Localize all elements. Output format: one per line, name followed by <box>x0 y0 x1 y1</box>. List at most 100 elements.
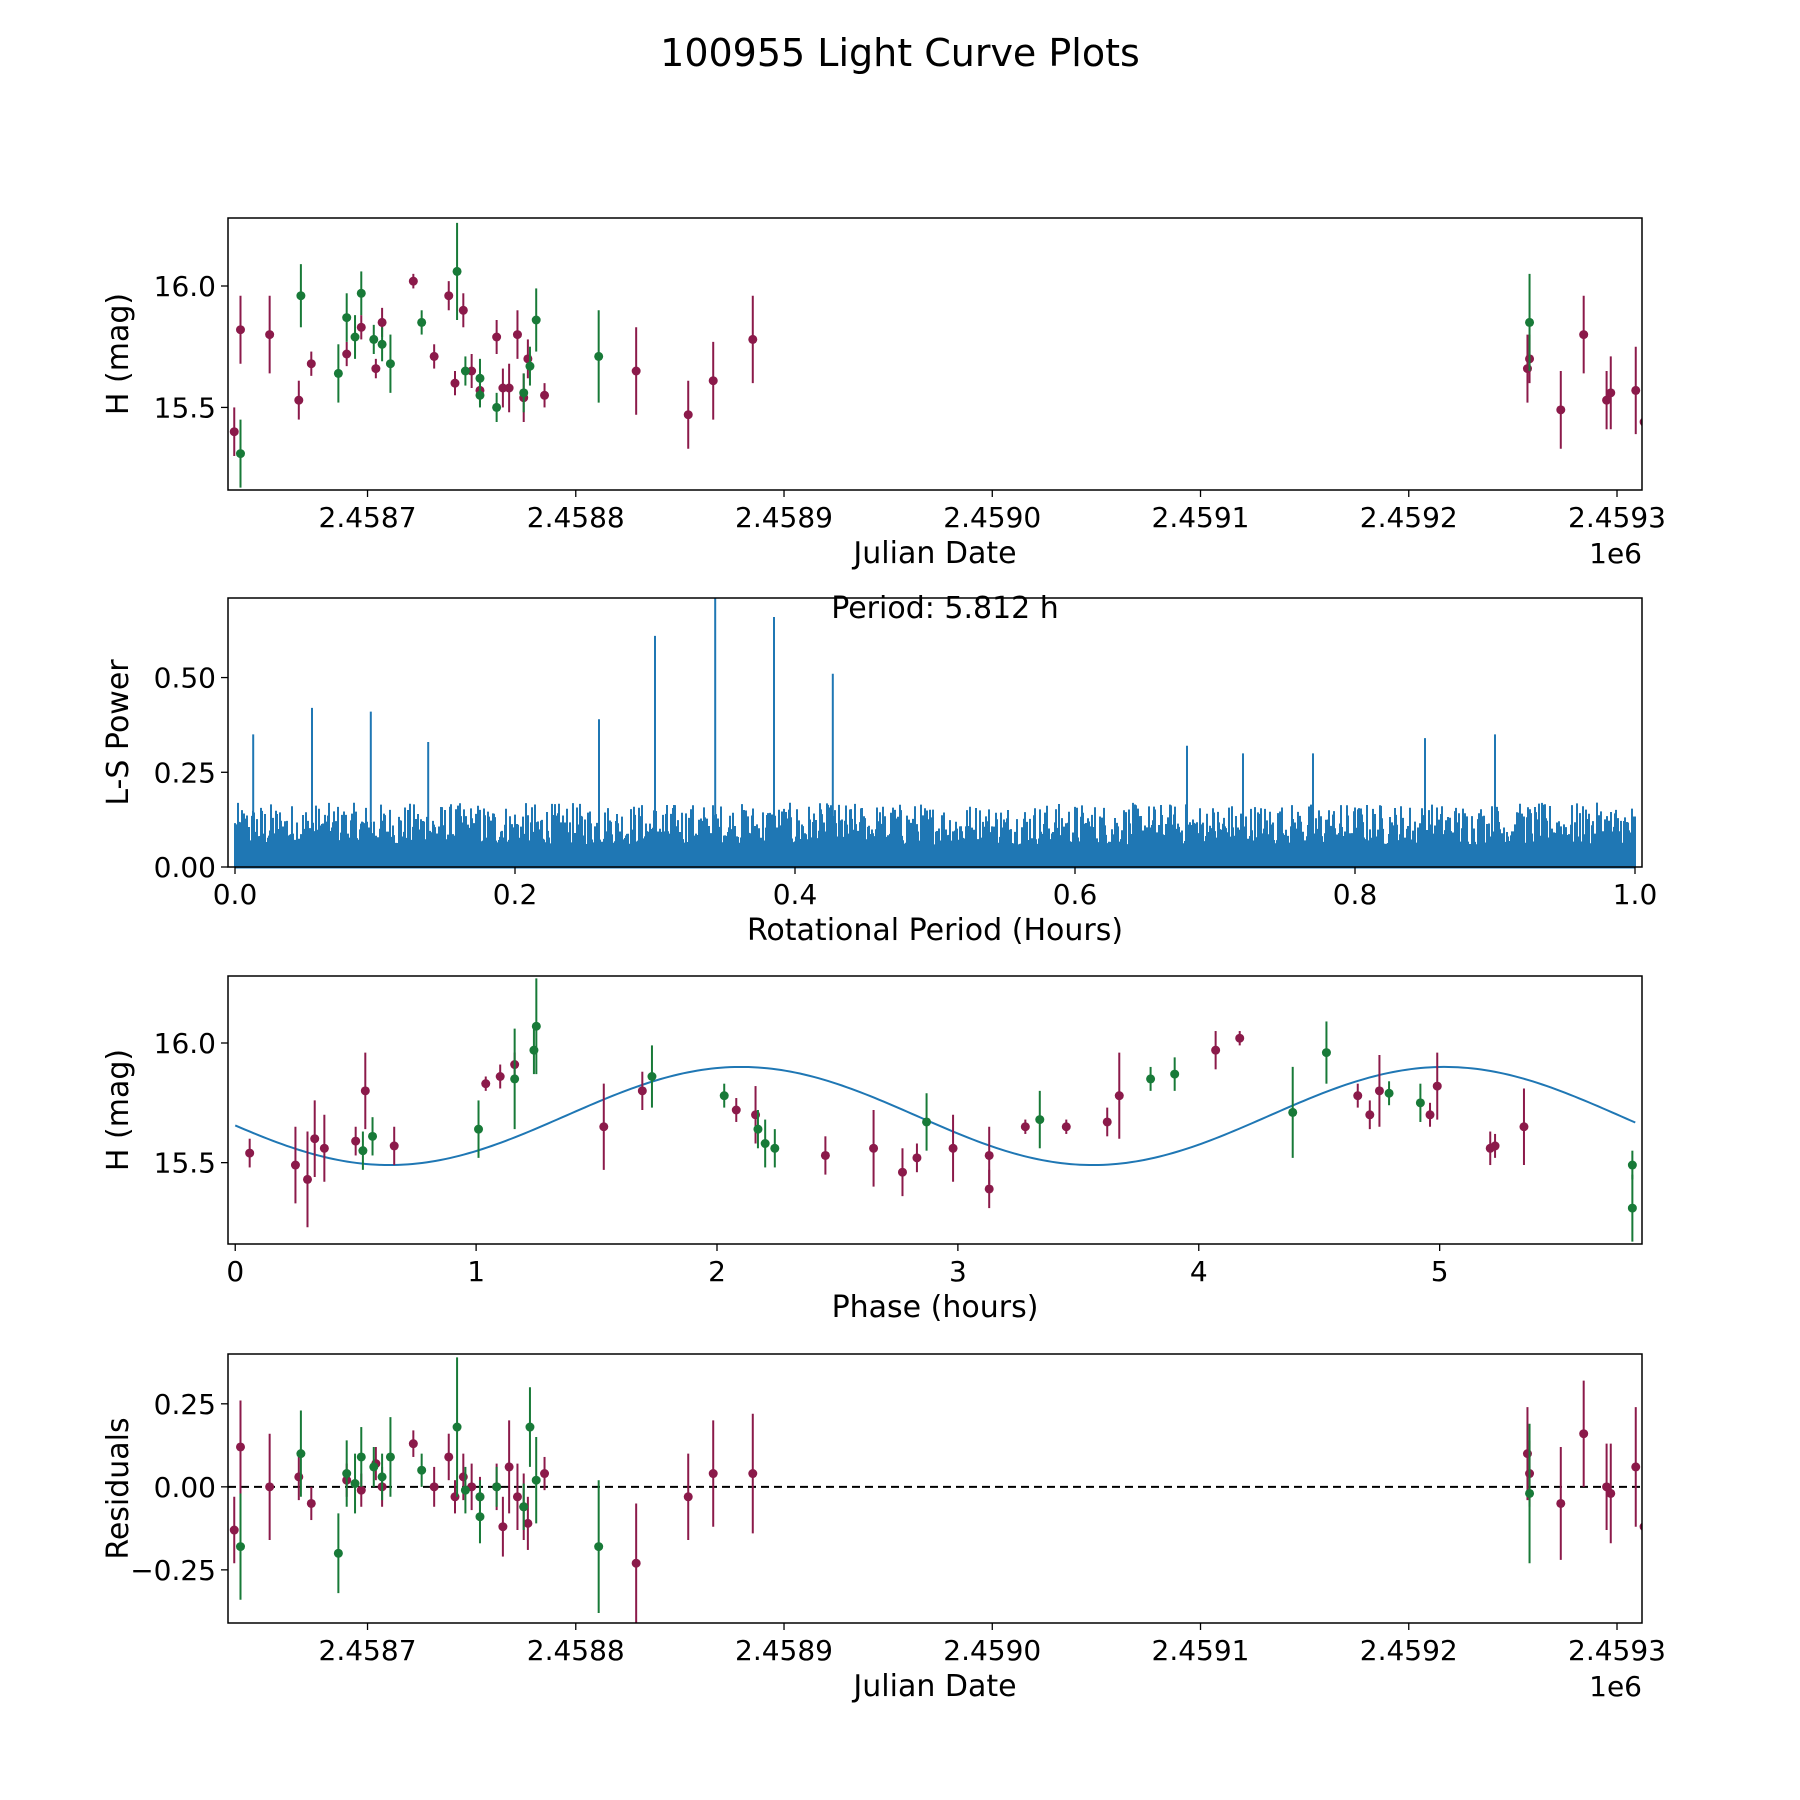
y-tick-label: 16.0 <box>154 270 216 303</box>
band-r-point <box>869 1143 879 1153</box>
band-r-point <box>481 1079 491 1089</box>
band-r-point <box>371 364 381 374</box>
band-r-point <box>984 1184 994 1194</box>
band-r-point <box>1490 1141 1500 1151</box>
band-g-point <box>1321 1048 1331 1058</box>
band-g-point <box>460 1485 470 1495</box>
band-g-point <box>492 1482 502 1492</box>
band-g-point <box>377 1472 387 1482</box>
band-r-point <box>1631 385 1641 395</box>
band-g-point <box>753 1124 763 1134</box>
x-offset-label: 1e6 <box>1589 537 1642 570</box>
x-axis-label: Julian Date <box>851 536 1016 571</box>
band-r-point <box>523 1518 533 1528</box>
x-tick-label: 2.4590 <box>943 501 1041 534</box>
band-g-point <box>452 266 462 276</box>
band-g-point <box>1525 1488 1535 1498</box>
band-g-point <box>342 1469 352 1479</box>
band-r-point <box>1631 1462 1641 1472</box>
x-tick-label: 0.0 <box>213 878 258 911</box>
band-r-point <box>1211 1045 1221 1055</box>
band-g-point <box>333 1548 343 1558</box>
band-r-point <box>351 1136 361 1146</box>
band-g-point <box>531 1021 541 1031</box>
band-r-point <box>731 1105 741 1115</box>
band-g-point <box>1288 1107 1298 1117</box>
band-g-point <box>475 1512 485 1522</box>
band-r-point <box>319 1143 329 1153</box>
band-g-point <box>594 1542 604 1552</box>
band-r-point <box>1519 1122 1529 1132</box>
band-r-point <box>912 1153 922 1163</box>
band-r-point <box>708 376 718 386</box>
sinusoid-fit-curve <box>234 1065 1636 1167</box>
band-r-point <box>265 330 275 340</box>
band-r-point <box>306 359 316 369</box>
band-r-point <box>748 334 758 344</box>
band-g-point <box>333 368 343 378</box>
band-r-point <box>1602 1482 1612 1492</box>
band-r-point <box>820 1150 830 1160</box>
data-points <box>229 222 1642 488</box>
band-g-point <box>1415 1098 1425 1108</box>
band-r-point <box>1374 1086 1384 1096</box>
band-r-point <box>1602 395 1612 405</box>
band-g-point <box>368 1131 378 1141</box>
band-r-point <box>631 366 641 376</box>
band-r-point <box>512 330 522 340</box>
band-r-point <box>458 305 468 315</box>
band-r-point <box>1425 1110 1435 1120</box>
band-r-point <box>1235 1033 1245 1043</box>
band-g-point <box>1035 1115 1045 1125</box>
band-g-point <box>235 1542 245 1552</box>
light-curve-panel: 2.4587 2.4588 2.4589 2.4590 2.4591 2.4592 2.45… <box>101 217 1666 571</box>
band-r-point <box>1556 1498 1566 1508</box>
band-r-point <box>306 1498 316 1508</box>
band-g-point <box>296 1449 306 1459</box>
band-g-point <box>369 1462 379 1472</box>
band-r-point <box>302 1174 312 1184</box>
band-g-point <box>1525 317 1535 327</box>
phase-folded-panel: 0 1 2 3 4 5 15.5 16.0 Phase (hours) H (mag) <box>101 975 1643 1325</box>
band-g-point <box>525 361 535 371</box>
x-tick-label: 2.4587 <box>319 1634 417 1667</box>
band-r-point <box>683 410 693 420</box>
y-tick-label: 15.5 <box>154 1147 216 1180</box>
band-g-point <box>296 291 306 301</box>
band-r-point <box>408 1439 418 1449</box>
band-r-point <box>984 1150 994 1160</box>
x-tick-label: 5 <box>1431 1255 1449 1288</box>
x-tick-label: 2.4589 <box>735 1634 833 1667</box>
band-g-point <box>492 402 502 412</box>
x-axis-label: Rotational Period (Hours) <box>747 913 1123 948</box>
band-g-point <box>358 1146 368 1156</box>
x-tick-label: 2.4592 <box>1360 1634 1458 1667</box>
band-r-point <box>492 332 502 342</box>
band-r-point <box>897 1167 907 1177</box>
x-tick-label: 2.4588 <box>527 1634 625 1667</box>
band-r-point <box>540 390 550 400</box>
x-tick-label: 0.2 <box>493 878 538 911</box>
y-axis-label: L-S Power <box>101 659 136 806</box>
band-r-point <box>265 1482 275 1492</box>
band-r-point <box>377 317 387 327</box>
band-r-point <box>504 1462 514 1472</box>
band-r-point <box>229 427 239 437</box>
x-offset-label: 1e6 <box>1589 1670 1642 1703</box>
band-g-point <box>452 1422 462 1432</box>
band-r-point <box>310 1134 320 1144</box>
band-g-point <box>350 1479 360 1489</box>
band-g-point <box>770 1143 780 1153</box>
band-g-point <box>342 313 352 323</box>
y-axis-label: H (mag) <box>101 293 136 415</box>
x-tick-label: 2.4589 <box>735 501 833 534</box>
band-r-point <box>504 383 514 393</box>
band-r-point <box>1353 1091 1363 1101</box>
band-g-point <box>385 359 395 369</box>
band-r-point <box>356 322 366 332</box>
y-tick-label: 0.00 <box>154 1471 216 1504</box>
band-r-point <box>294 1472 304 1482</box>
band-r-point <box>389 1141 399 1151</box>
band-r-point <box>1606 1488 1616 1498</box>
